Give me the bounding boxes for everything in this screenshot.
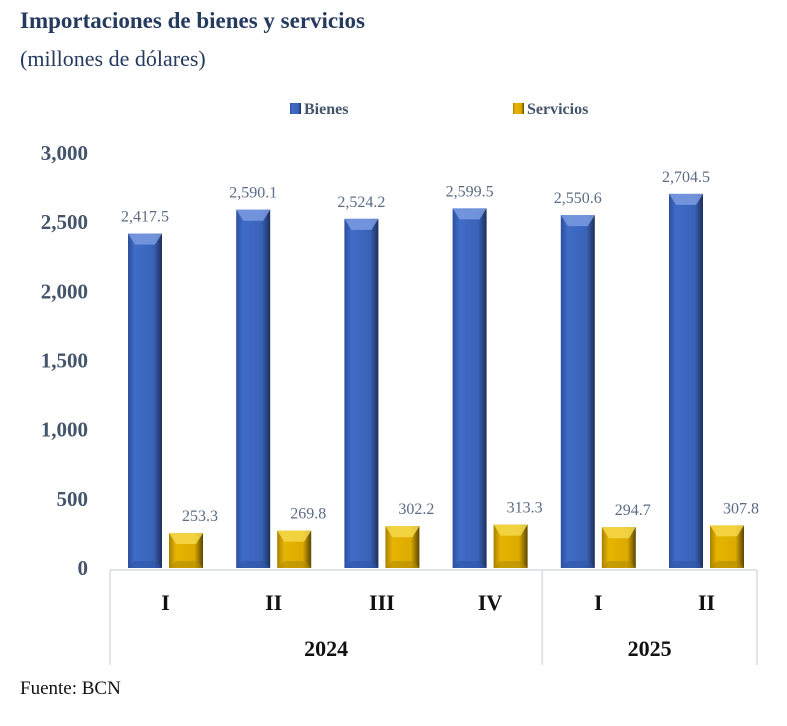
bar-bienes (344, 218, 379, 568)
group-label: 2024 (304, 636, 348, 661)
bars: 2,417.5 2,590.1 2,524.2 2,599.5 2,550.6 2,704… (121, 169, 759, 569)
bar-bienes (452, 208, 487, 568)
y-tick-label: 0 (78, 556, 89, 580)
bar-bienes (236, 209, 271, 569)
data-label: 2,704.5 (662, 169, 710, 186)
data-label: 2,524.2 (337, 194, 385, 211)
bar-bienes (128, 233, 162, 568)
bar-bienes (669, 193, 703, 568)
legend-label: Servicios (527, 101, 588, 118)
chart-title: Importaciones de bienes y servicios (20, 8, 365, 33)
data-label: 2,417.5 (121, 209, 169, 226)
x-tick-label: II (265, 590, 282, 615)
y-tick-label: 1,000 (41, 418, 88, 442)
bar-servicios (710, 525, 744, 568)
x-tick-label: IV (478, 590, 503, 615)
chart-subtitle: (millones de dólares) (20, 46, 206, 71)
data-label: 269.8 (290, 506, 326, 523)
data-label: 2,599.5 (446, 183, 494, 200)
y-tick-label: 3,000 (41, 141, 88, 165)
bar-servicios (385, 526, 420, 568)
bar-servicios (277, 530, 312, 568)
data-label: 253.3 (182, 508, 218, 525)
bar-servicios (493, 524, 528, 568)
legend-label: Bienes (304, 101, 348, 118)
legend-swatch (513, 103, 524, 114)
x-tick-label: I (594, 590, 603, 615)
y-tick-label: 1,500 (41, 349, 88, 373)
x-tick-label: III (369, 590, 395, 615)
legend-swatch (290, 103, 301, 114)
y-tick-label: 2,000 (41, 279, 88, 303)
legend-item-bienes: Bienes (290, 101, 348, 118)
data-label: 294.7 (615, 502, 651, 519)
bar-bienes (560, 215, 595, 569)
data-label: 2,590.1 (229, 185, 277, 202)
data-label: 307.8 (723, 500, 759, 517)
legend: Bienes Servicios (290, 101, 588, 118)
bar-servicios (601, 527, 636, 568)
y-tick-label: 2,500 (41, 210, 88, 234)
y-axis: 0 500 1,000 1,500 2,000 2,500 3,000 (41, 141, 88, 580)
y-tick-label: 500 (57, 487, 89, 511)
data-label: 313.3 (507, 500, 543, 517)
legend-item-servicios: Servicios (513, 101, 588, 118)
x-tick-label: I (161, 590, 170, 615)
bar-servicios (169, 532, 203, 568)
group-label: 2025 (628, 636, 672, 661)
data-label: 302.2 (398, 501, 434, 518)
x-tick-label: II (698, 590, 715, 615)
source-note: Fuente: BCN (20, 678, 121, 699)
data-label: 2,550.6 (554, 190, 602, 207)
